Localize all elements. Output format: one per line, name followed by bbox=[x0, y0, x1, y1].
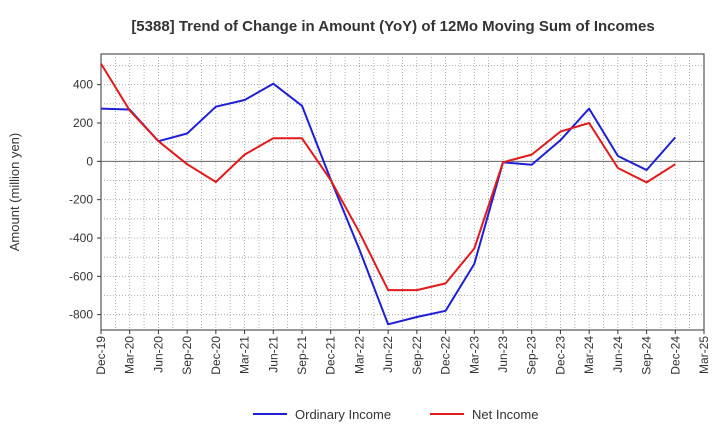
x-tick-label: Sep-21 bbox=[295, 336, 309, 375]
legend-label-ordinary-income: Ordinary Income bbox=[295, 407, 391, 422]
y-axis-label: Amount (million yen) bbox=[7, 133, 22, 252]
series-line-ordinary-income bbox=[100, 82, 677, 326]
x-tick-label: Jun-22 bbox=[381, 336, 395, 373]
y-axis-ticks: 400 200 0 -200 -400 -600 -800 bbox=[69, 78, 101, 322]
chart-title: [5388] Trend of Change in Amount (YoY) o… bbox=[131, 18, 654, 35]
y-tick-label: -800 bbox=[69, 308, 93, 322]
x-tick-label: Dec-19 bbox=[94, 336, 108, 375]
x-tick-label: Mar-21 bbox=[238, 336, 252, 374]
y-tick-label: -200 bbox=[69, 193, 93, 207]
y-tick-label: 200 bbox=[73, 116, 93, 130]
x-tick-label: Mar-24 bbox=[582, 336, 596, 374]
y-tick-label: -400 bbox=[69, 231, 93, 245]
y-tick-label: 400 bbox=[73, 78, 93, 92]
y-tick-label: -600 bbox=[69, 269, 93, 283]
x-tick-label: Jun-24 bbox=[611, 336, 625, 373]
x-tick-label: Mar-22 bbox=[352, 336, 366, 374]
x-tick-label: Sep-22 bbox=[410, 336, 424, 375]
x-tick-label: Sep-23 bbox=[525, 336, 539, 375]
x-tick-label: Mar-20 bbox=[123, 336, 137, 374]
y-tick-label: 0 bbox=[86, 154, 93, 168]
x-tick-label: Jun-21 bbox=[266, 336, 280, 373]
x-tick-label: Mar-25 bbox=[697, 336, 711, 374]
x-tick-label: Dec-24 bbox=[668, 336, 682, 375]
legend: Ordinary Income Net Income bbox=[253, 407, 538, 422]
grid bbox=[101, 54, 704, 330]
x-tick-label: Dec-21 bbox=[324, 336, 338, 375]
series-line-net-income bbox=[100, 63, 676, 292]
x-tick-label: Mar-23 bbox=[467, 336, 481, 374]
x-tick-label: Dec-20 bbox=[209, 336, 223, 375]
legend-label-net-income: Net Income bbox=[472, 407, 538, 422]
x-tick-label: Sep-24 bbox=[640, 336, 654, 375]
x-tick-label: Jun-23 bbox=[496, 336, 510, 373]
x-tick-label: Jun-20 bbox=[151, 336, 165, 373]
x-axis-ticks: Dec-19 Mar-20 Jun-20 Sep-20 Dec-20 Mar-21 Jun-… bbox=[94, 330, 711, 375]
x-tick-label: Sep-20 bbox=[180, 336, 194, 375]
x-tick-label: Dec-22 bbox=[439, 336, 453, 375]
x-tick-label: Dec-23 bbox=[553, 336, 567, 375]
series-lines bbox=[100, 63, 677, 326]
